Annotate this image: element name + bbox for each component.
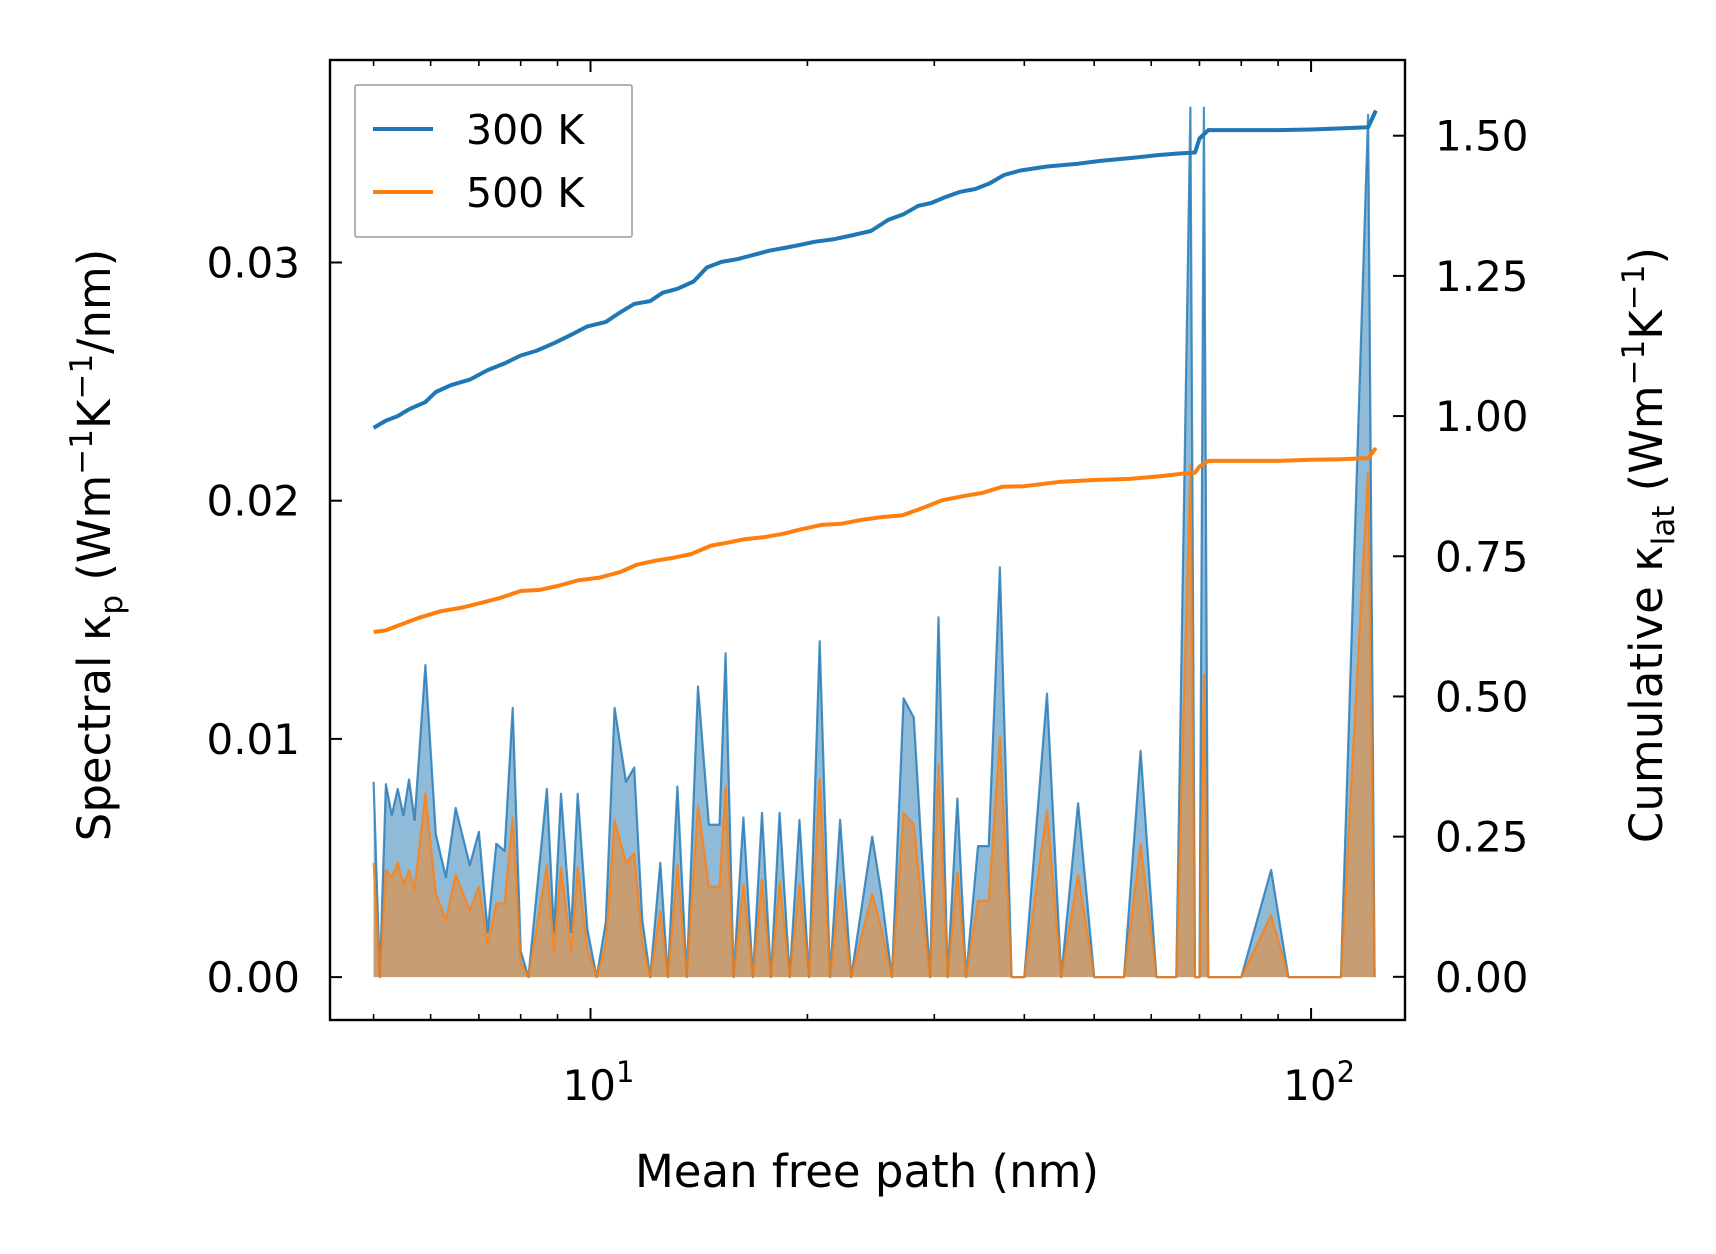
y-right-tick-label: 1.00 xyxy=(1435,392,1529,441)
x-tick-label-100: 102 xyxy=(1283,1055,1355,1110)
y-right-tick-label: 1.50 xyxy=(1435,112,1529,161)
spectral-line-500k xyxy=(372,463,1376,979)
y-left-tick-label: 0.03 xyxy=(206,238,300,287)
spectral-line-300k xyxy=(372,106,1376,979)
axis-ticks xyxy=(330,60,1405,1020)
y-right-tick-label: 0.75 xyxy=(1435,532,1529,581)
y-left-tick-label: 0.00 xyxy=(206,953,300,1002)
spectral-fill-300k xyxy=(373,107,1375,978)
y-right-axis-label: Cumulative κlat (Wm−1K−1) xyxy=(1616,247,1682,843)
legend: 300 K 500 K xyxy=(354,84,633,238)
y-left-axis-label: Spectral κp (Wm−1K−1/nm) xyxy=(64,249,130,842)
x-tick-label-10: 101 xyxy=(563,1055,635,1110)
cumulative-lines xyxy=(372,109,1378,634)
cumulative-line-500k xyxy=(373,446,1378,634)
spectral-fill-500k xyxy=(373,465,1375,978)
legend-box xyxy=(354,84,633,238)
y-right-tick-label: 0.00 xyxy=(1435,953,1529,1002)
y-right-tick-label: 0.25 xyxy=(1435,813,1529,862)
y-right-tick-label: 0.50 xyxy=(1435,672,1529,721)
legend-label-300k: 300 K xyxy=(466,106,585,154)
plot-frame xyxy=(328,58,1407,1022)
cumulative-line-300k xyxy=(372,109,1378,430)
spectral-fills xyxy=(373,107,1375,978)
legend-label-500k: 500 K xyxy=(466,169,585,217)
x-axis-label: Mean free path (nm) xyxy=(635,1145,1099,1198)
y-right-tick-label: 1.25 xyxy=(1435,252,1529,301)
y-left-tick-label: 0.01 xyxy=(206,715,300,764)
y-left-tick-label: 0.02 xyxy=(206,477,300,526)
spectral-lines xyxy=(372,106,1376,979)
